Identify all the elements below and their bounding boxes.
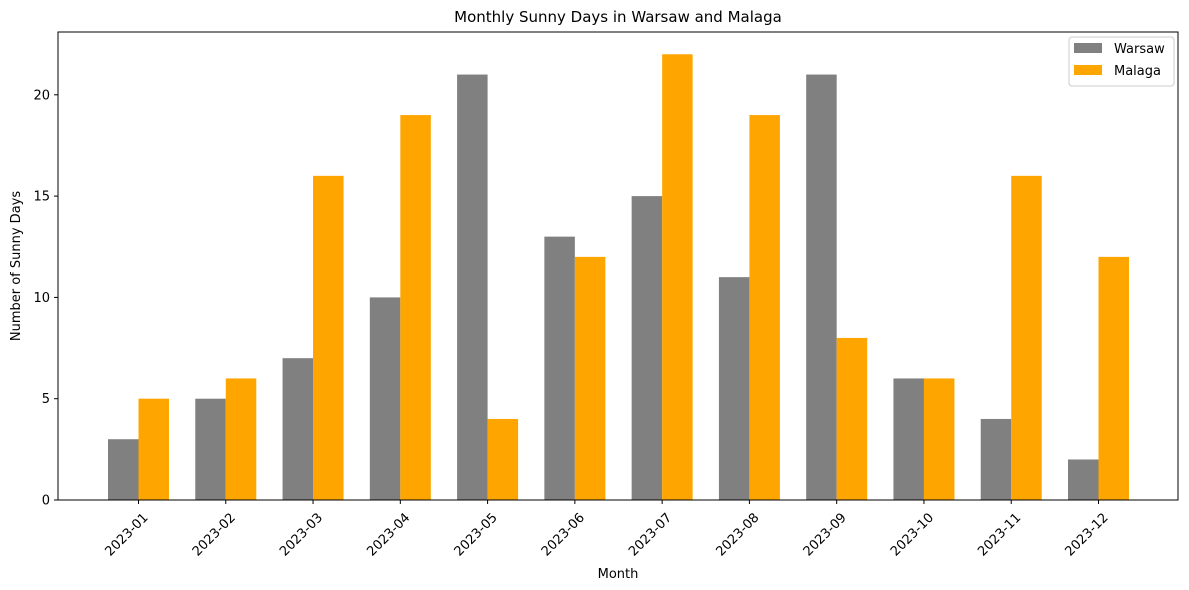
x-tick-label: 2023-12 [1063,510,1112,559]
bar-warsaw-2023-03 [282,358,314,500]
bar-warsaw-2023-12 [1068,459,1099,500]
y-tick-label: 5 [42,392,50,407]
bar-malaga-2023-02 [225,378,257,500]
x-tick-label: 2023-09 [801,510,850,559]
x-tick-label: 2023-02 [190,510,239,559]
x-tick-label: 2023-01 [103,510,152,559]
y-axis-ticks: 0 5 10 15 20 [33,88,58,509]
bar-malaga-2023-08 [749,115,780,500]
bar-warsaw-2023-11 [980,418,1012,500]
x-tick-label: 2023-07 [626,510,675,559]
bar-warsaw-2023-08 [718,277,750,500]
x-axis-label: Month [598,567,639,582]
bar-malaga-2023-12 [1098,256,1129,500]
x-tick-label: 2023-05 [452,510,501,559]
bar-warsaw-2023-09 [806,74,837,500]
bar-warsaw-2023-02 [195,398,226,500]
x-tick-label: 2023-10 [888,510,937,559]
x-tick-label: 2023-08 [713,510,762,559]
plot-frame [57,31,1179,501]
bar-warsaw-2023-01 [108,439,139,500]
y-tick-label: 20 [33,88,50,103]
bars-layer [108,54,1129,501]
legend-label-malaga: Malaga [1114,64,1161,79]
x-tick-label: 2023-11 [975,510,1024,559]
bar-malaga-2023-10 [923,378,955,500]
bar-malaga-2023-09 [836,337,868,500]
x-axis-ticks: 2023-01 2023-02 2023-03 2023-04 2023-05 2023-… [103,500,1112,559]
bar-malaga-2023-04 [400,115,431,500]
x-tick-label: 2023-06 [539,510,588,559]
y-tick-label: 0 [42,494,50,509]
legend-swatch-warsaw [1074,43,1102,53]
bar-warsaw-2023-10 [893,378,924,500]
x-tick-label: 2023-03 [277,510,326,559]
legend-label-warsaw: Warsaw [1114,42,1165,57]
bar-malaga-2023-07 [662,54,693,501]
bar-malaga-2023-03 [313,175,344,500]
bar-warsaw-2023-05 [457,74,488,500]
bar-warsaw-2023-07 [631,196,663,501]
bar-warsaw-2023-04 [369,297,401,500]
y-axis-label: Number of Sunny Days [9,191,24,341]
bar-warsaw-2023-06 [544,236,575,500]
legend: Warsaw Malaga [1068,36,1175,87]
legend-swatch-malaga [1074,65,1102,75]
x-tick-label: 2023-04 [364,510,413,559]
bar-malaga-2023-05 [487,418,519,500]
bar-malaga-2023-06 [574,256,606,500]
bar-malaga-2023-01 [138,398,169,500]
bar-malaga-2023-11 [1011,175,1042,500]
chart-title: Monthly Sunny Days in Warsaw and Malaga [454,8,782,26]
y-tick-label: 15 [33,190,50,205]
y-tick-label: 10 [33,291,50,306]
